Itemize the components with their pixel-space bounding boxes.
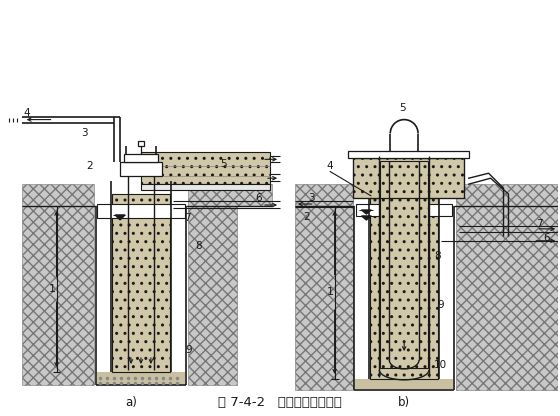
Text: 9: 9 xyxy=(185,345,192,355)
Bar xyxy=(380,161,428,368)
Bar xyxy=(112,194,170,372)
Bar xyxy=(22,184,94,206)
Text: 2: 2 xyxy=(303,212,310,222)
Text: 4: 4 xyxy=(326,161,333,171)
Bar xyxy=(97,372,185,384)
Text: 图 7-4-2   吸泥机清孔示意图: 图 7-4-2 吸泥机清孔示意图 xyxy=(218,396,342,409)
Bar xyxy=(357,204,452,216)
Text: 5: 5 xyxy=(399,103,406,113)
Text: 6: 6 xyxy=(255,193,262,203)
Bar xyxy=(456,184,560,206)
Bar xyxy=(22,206,94,385)
Bar xyxy=(352,158,464,198)
Bar xyxy=(295,184,352,206)
Text: 1: 1 xyxy=(49,285,55,295)
Polygon shape xyxy=(115,215,125,220)
Text: 7: 7 xyxy=(536,219,543,229)
Bar xyxy=(97,204,185,218)
Bar xyxy=(138,141,144,146)
Text: 8: 8 xyxy=(434,251,441,261)
Text: 7: 7 xyxy=(184,213,190,223)
Text: 4: 4 xyxy=(24,108,30,118)
Text: 2: 2 xyxy=(86,161,93,171)
Bar xyxy=(188,184,272,206)
Text: 5: 5 xyxy=(221,159,227,169)
Text: 3: 3 xyxy=(81,128,88,138)
Bar xyxy=(124,154,158,162)
Bar xyxy=(120,162,162,176)
Text: 8: 8 xyxy=(195,241,202,251)
Text: 3: 3 xyxy=(308,193,314,203)
Bar xyxy=(356,379,453,389)
Bar xyxy=(352,158,464,198)
Bar xyxy=(295,206,352,390)
Text: a): a) xyxy=(125,396,137,409)
Polygon shape xyxy=(361,210,371,214)
Bar xyxy=(141,152,270,184)
Text: 10: 10 xyxy=(434,360,447,370)
Polygon shape xyxy=(361,216,371,220)
Bar xyxy=(348,151,469,158)
Text: 1: 1 xyxy=(326,287,334,297)
Bar xyxy=(456,206,560,390)
Bar xyxy=(370,198,438,379)
Text: 9: 9 xyxy=(437,300,444,310)
Text: b): b) xyxy=(398,396,410,409)
Text: 6: 6 xyxy=(543,233,550,243)
Bar xyxy=(188,206,237,385)
Bar xyxy=(141,184,270,190)
